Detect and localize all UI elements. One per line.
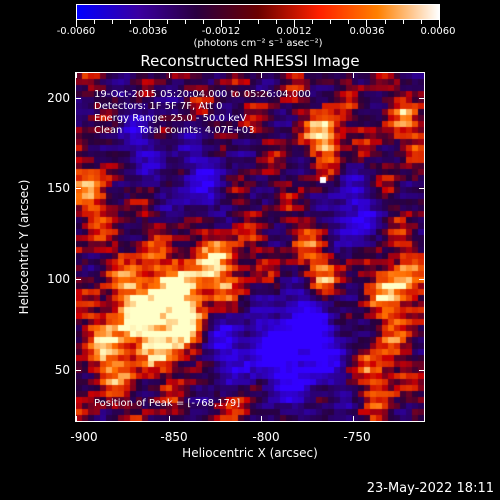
x-tick <box>169 72 170 78</box>
footer-date: 23-May-2022 18:11 <box>366 481 494 496</box>
colorbar <box>76 4 440 20</box>
colorbar-tick-label: -0.0012 <box>201 26 241 37</box>
colorbar-minor-tick <box>293 20 295 27</box>
rhessi-image <box>76 73 424 421</box>
x-axis-title: Heliocentric X (arcsec) <box>182 446 318 460</box>
energy-annotation: Energy Range: 25.0 - 50.0 keV <box>94 113 247 124</box>
time-range-annotation: 19-Oct-2015 05:20:04.000 to 05:26:04.000 <box>94 89 311 100</box>
x-tick <box>169 416 170 422</box>
y-tick-label: 100 <box>47 272 70 286</box>
y-tick <box>419 98 425 99</box>
y-axis-title: Heliocentric Y (arcsec) <box>17 179 31 315</box>
colorbar-minor-tick <box>257 20 259 24</box>
colorbar-tick-label: 0.0036 <box>349 26 385 37</box>
x-tick-label: -750 <box>343 430 371 444</box>
y-tick <box>419 279 425 280</box>
colorbar-tick-label: -0.0036 <box>128 26 168 37</box>
colorbar-units: (photons cm⁻² s⁻¹ asec⁻²) <box>193 38 323 49</box>
x-tick <box>76 416 77 422</box>
colorbar-tick-label: -0.0060 <box>56 26 96 37</box>
colorbar-minor-tick <box>94 20 96 24</box>
x-tick-label: -850 <box>160 430 188 444</box>
x-tick-label: -900 <box>70 430 98 444</box>
y-tick-label: 200 <box>47 91 70 105</box>
colorbar-tick-label: 0.0012 <box>276 26 312 37</box>
colorbar-minor-tick <box>239 20 241 24</box>
colorbar-minor-tick <box>439 20 440 27</box>
colorbar-minor-tick <box>76 20 77 27</box>
x-tick <box>76 72 77 78</box>
colorbar-minor-tick <box>330 20 332 24</box>
x-tick <box>261 72 262 78</box>
y-tick <box>75 370 81 371</box>
x-tick-label: -800 <box>252 430 280 444</box>
colorbar-minor-tick <box>366 20 368 27</box>
x-tick <box>353 416 354 422</box>
colorbar-tick-label: 0.0060 <box>420 26 456 37</box>
colorbar-minor-tick <box>166 20 168 24</box>
colorbar-minor-tick <box>148 20 150 27</box>
colorbar-minor-tick <box>384 20 386 24</box>
y-tick <box>75 279 81 280</box>
y-tick <box>419 370 425 371</box>
detectors-annotation: Detectors: 1F 5F 7F, Att 0 <box>94 101 223 112</box>
colorbar-minor-tick <box>420 20 422 24</box>
peak-annotation: Position of Peak = [-768,179] <box>94 398 241 409</box>
colorbar-minor-tick <box>348 20 350 24</box>
y-tick <box>419 188 425 189</box>
x-tick <box>261 416 262 422</box>
x-tick <box>353 72 354 78</box>
colorbar-minor-tick <box>402 20 404 24</box>
y-tick <box>75 98 81 99</box>
clean-annotation: Clean Total counts: 4.07E+03 <box>94 125 255 136</box>
image-plot: 19-Oct-2015 05:20:04.000 to 05:26:04.000… <box>75 72 425 422</box>
colorbar-minor-tick <box>184 20 186 24</box>
y-tick-label: 150 <box>47 181 70 195</box>
colorbar-minor-tick <box>203 20 205 24</box>
colorbar-ticks <box>76 20 440 28</box>
colorbar-minor-tick <box>221 20 223 27</box>
y-tick <box>75 188 81 189</box>
colorbar-minor-tick <box>275 20 277 24</box>
y-tick-label: 50 <box>54 363 70 377</box>
colorbar-minor-tick <box>311 20 313 24</box>
plot-title: Reconstructed RHESSI Image <box>140 52 360 70</box>
colorbar-minor-tick <box>130 20 132 24</box>
colorbar-minor-tick <box>112 20 114 24</box>
